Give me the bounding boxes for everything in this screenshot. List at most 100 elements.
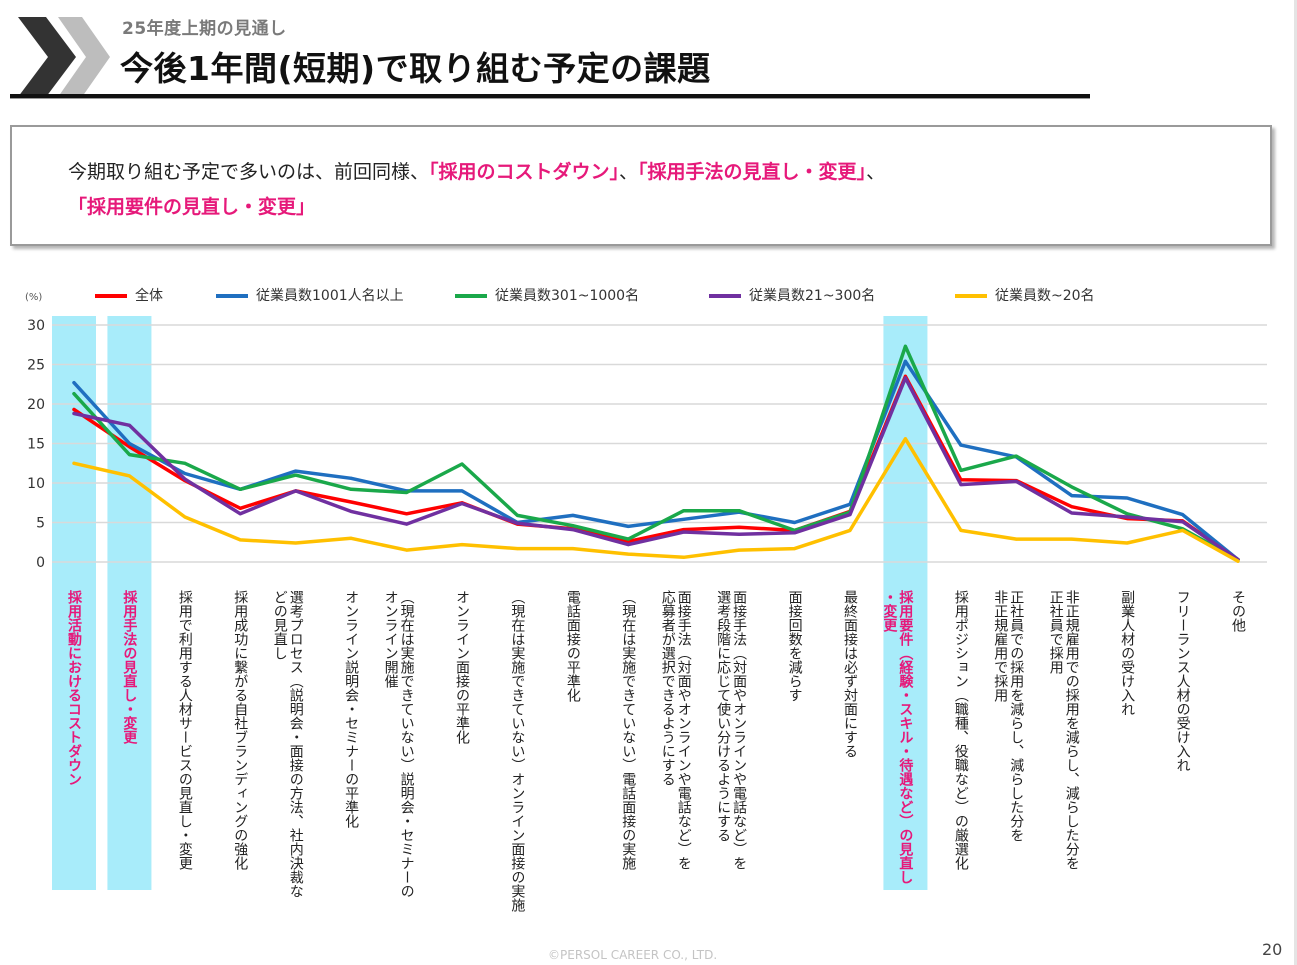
data-point: [183, 472, 187, 476]
data-point: [1181, 520, 1185, 524]
line-chart: 0 5 10 15 20 25 30 (%) 全体 従業員数1001人名以上 従業員数301~100…: [25, 287, 1267, 890]
x-tick-label: 採用要件（経験・スキル・待遇など）の見直し ・変更: [881, 590, 914, 884]
page-edge: [1294, 0, 1297, 965]
legend-label: 従業員数21~300名: [749, 288, 875, 304]
data-point: [72, 392, 76, 396]
data-point: [571, 513, 575, 517]
data-point: [1181, 513, 1185, 517]
data-point: [238, 538, 242, 542]
x-tick-label: 面接回数を減らす: [786, 590, 803, 702]
series-line: [72, 359, 1240, 562]
data-point: [405, 522, 409, 526]
data-point: [1125, 512, 1129, 516]
series-line: [72, 437, 1240, 563]
data-point: [349, 536, 353, 540]
highlight-band: [107, 316, 152, 890]
data-point: [903, 437, 907, 441]
x-tick-label: （現在は実施できていない）電話面接の実施: [620, 590, 637, 870]
data-point: [737, 548, 741, 552]
data-point: [1070, 537, 1074, 541]
summary-line-2: 「採用要件の見直し・変更」: [68, 192, 315, 219]
data-point: [460, 462, 464, 466]
data-point: [1181, 528, 1185, 532]
x-tick-label: 副業人材の受け入れ: [1119, 590, 1136, 716]
summary-highlight-method-review: 「採用手法の見直し・変更」: [638, 161, 867, 183]
x-tick-label: オンライン説明会・セミナーの平準化: [343, 590, 360, 828]
summary-highlight-cost-down: 「採用のコストダウン」: [429, 161, 620, 183]
x-tick-label: オンライン面接の平準化: [454, 590, 470, 744]
data-point: [903, 344, 907, 348]
series-line: [72, 374, 1240, 562]
data-point: [737, 509, 741, 513]
data-point: [626, 543, 630, 547]
data-point: [1014, 454, 1018, 458]
title-underline: [10, 94, 1090, 98]
data-point: [1070, 494, 1074, 498]
data-point: [405, 548, 409, 552]
data-point: [460, 502, 464, 506]
data-point: [571, 528, 575, 532]
data-point: [1125, 515, 1129, 519]
data-point: [1125, 496, 1129, 500]
data-point: [460, 489, 464, 493]
data-point: [127, 474, 131, 478]
data-point: [460, 543, 464, 547]
data-point: [959, 443, 963, 447]
data-point: [183, 515, 187, 519]
x-tick-label: 採用ポジション（職種、役職など）の厳選化: [952, 590, 969, 870]
data-point: [127, 423, 131, 427]
x-tick-label: 選考プロセス（説明会・面接の方法、社内決裁な どの見直し: [271, 590, 304, 898]
data-point: [515, 521, 519, 525]
summary-prefix: 今期取り組む予定で多いのは、前回同様、: [68, 161, 430, 183]
legend-label: 従業員数~20名: [995, 288, 1095, 304]
summary-highlight-requirements-review: 「採用要件の見直し・変更」: [68, 196, 316, 218]
legend-label: 従業員数301~1000名: [495, 288, 639, 304]
page-subtitle: 25年度上期の見通し: [122, 19, 287, 39]
data-point: [349, 509, 353, 513]
data-point: [737, 525, 741, 529]
y-tick-label: 30: [27, 318, 45, 334]
legend-label: 全体: [135, 287, 163, 304]
data-point: [1070, 505, 1074, 509]
data-point: [72, 381, 76, 385]
data-point: [294, 469, 298, 473]
data-point: [626, 537, 630, 541]
data-point: [1070, 485, 1074, 489]
copyright-footer: ©PERSOL CAREER CO., LTD.: [548, 948, 718, 962]
data-point: [903, 359, 907, 363]
data-point: [903, 376, 907, 380]
page-title: 今後1年間(短期)で取り組む予定の課題: [120, 49, 711, 88]
title-underline-thin: [10, 98, 1090, 99]
data-point: [515, 513, 519, 517]
y-axis-unit-label: (%): [25, 292, 42, 303]
x-tick-label: 非正規雇用での採用を減らし、減らした分を 正社員で採用: [1047, 590, 1080, 870]
summary-line-1: 今期取り組む予定で多いのは、前回同様、「採用のコストダウン」、「採用手法の見直し…: [68, 157, 885, 184]
data-point: [793, 547, 797, 551]
data-point: [682, 530, 686, 534]
chevron-logo-icon: [18, 17, 110, 97]
data-point: [127, 442, 131, 445]
y-tick-label: 10: [27, 476, 45, 492]
data-point: [626, 552, 630, 556]
data-point: [1236, 559, 1240, 563]
y-tick-label: 20: [27, 397, 45, 413]
series-line: [72, 344, 1240, 562]
summary-separator: 、: [619, 161, 639, 183]
data-point: [238, 487, 242, 491]
data-point: [405, 490, 409, 494]
data-point: [1125, 541, 1129, 545]
x-tick-label: 面接手法（対面やオンラインや電話など）を 応募者が選択できるようにする: [659, 590, 692, 870]
data-point: [72, 408, 76, 412]
x-tick-label: フリーランス人材の受け入れ: [1174, 590, 1191, 772]
data-point: [1014, 537, 1018, 541]
data-point: [127, 453, 131, 457]
y-tick-label: 25: [27, 358, 45, 374]
data-point: [72, 461, 76, 465]
y-tick-label: 15: [27, 437, 45, 453]
data-point: [571, 547, 575, 551]
data-point: [294, 541, 298, 545]
data-point: [959, 528, 963, 532]
page-number: 20: [1262, 940, 1283, 959]
data-point: [349, 487, 353, 491]
data-point: [72, 411, 76, 415]
